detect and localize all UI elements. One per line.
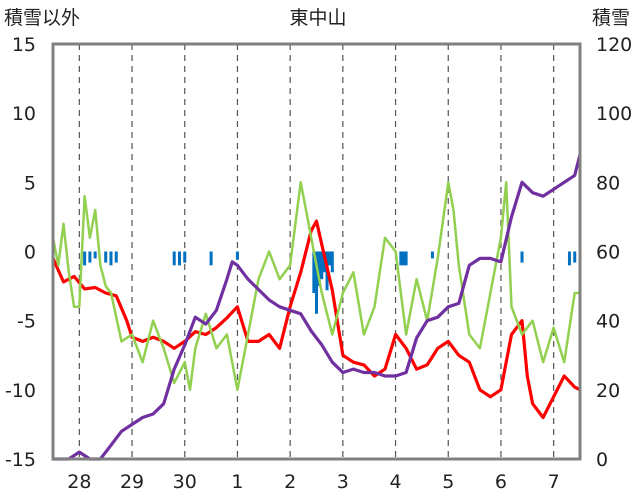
series-lines xyxy=(51,154,582,461)
snow-bar xyxy=(88,251,92,263)
right-tick-label: 0 xyxy=(596,449,608,471)
snow-bar xyxy=(320,251,324,280)
right-axis-label: 積雪 xyxy=(592,7,630,29)
left-tick-label: 10 xyxy=(12,103,36,125)
x-tick-label: 3 xyxy=(337,471,349,493)
snow-bar xyxy=(404,251,408,266)
snow-bar xyxy=(567,251,571,266)
snow-bar xyxy=(209,251,213,266)
left-tick-label: -10 xyxy=(5,380,36,402)
left-axis-label: 積雪以外 xyxy=(4,7,80,29)
snow-bar xyxy=(312,251,316,293)
x-ticks: 28 29 30 1 2 3 4 5 6 7 xyxy=(67,471,559,493)
series-line-green xyxy=(51,181,580,392)
x-tick-label: 30 xyxy=(173,471,197,493)
snow-bar xyxy=(177,251,181,266)
x-tick-label: 7 xyxy=(548,471,560,493)
snow-bar xyxy=(104,251,108,263)
right-y-ticks: 120 100 80 60 40 20 0 xyxy=(596,34,632,471)
x-tick-label: 28 xyxy=(67,471,91,493)
snow-bar xyxy=(315,251,318,314)
series-line-red xyxy=(51,219,581,420)
series-line-purple xyxy=(53,154,582,461)
right-tick-label: 60 xyxy=(596,242,620,264)
snow-bar xyxy=(399,251,403,266)
snow-bar xyxy=(430,251,434,259)
left-tick-label: -5 xyxy=(17,311,36,333)
left-y-ticks: 15 10 5 0 -5 -10 -15 xyxy=(5,34,36,471)
snow-bar xyxy=(235,251,239,260)
snow-bar xyxy=(330,251,334,273)
x-tick-label: 29 xyxy=(120,471,144,493)
snow-bar xyxy=(93,251,97,259)
x-tick-label: 5 xyxy=(442,471,454,493)
plot-frame xyxy=(51,42,582,461)
right-tick-label: 120 xyxy=(596,34,632,56)
chart-title: 東中山 xyxy=(289,7,346,29)
x-tick-label: 4 xyxy=(390,471,402,493)
right-tick-label: 80 xyxy=(596,172,620,194)
x-tick-label: 1 xyxy=(231,471,243,493)
snow-bar xyxy=(172,251,176,266)
x-tick-label: 6 xyxy=(495,471,507,493)
snow-bar xyxy=(573,251,577,263)
snow-bar xyxy=(520,251,524,263)
right-tick-label: 100 xyxy=(596,103,632,125)
snow-bar xyxy=(183,251,187,263)
left-tick-label: -15 xyxy=(5,449,36,471)
right-tick-label: 40 xyxy=(596,311,620,333)
left-tick-label: 15 xyxy=(12,34,36,56)
snow-bar xyxy=(401,251,405,266)
snow-bar xyxy=(114,251,118,263)
left-tick-label: 0 xyxy=(24,242,36,264)
snow-bar xyxy=(328,251,332,266)
left-tick-label: 5 xyxy=(24,172,36,194)
snow-bar xyxy=(317,251,321,287)
snow-bar xyxy=(109,251,113,266)
x-tick-label: 2 xyxy=(284,471,296,493)
snow-bar xyxy=(83,251,87,266)
right-tick-label: 20 xyxy=(596,380,620,402)
